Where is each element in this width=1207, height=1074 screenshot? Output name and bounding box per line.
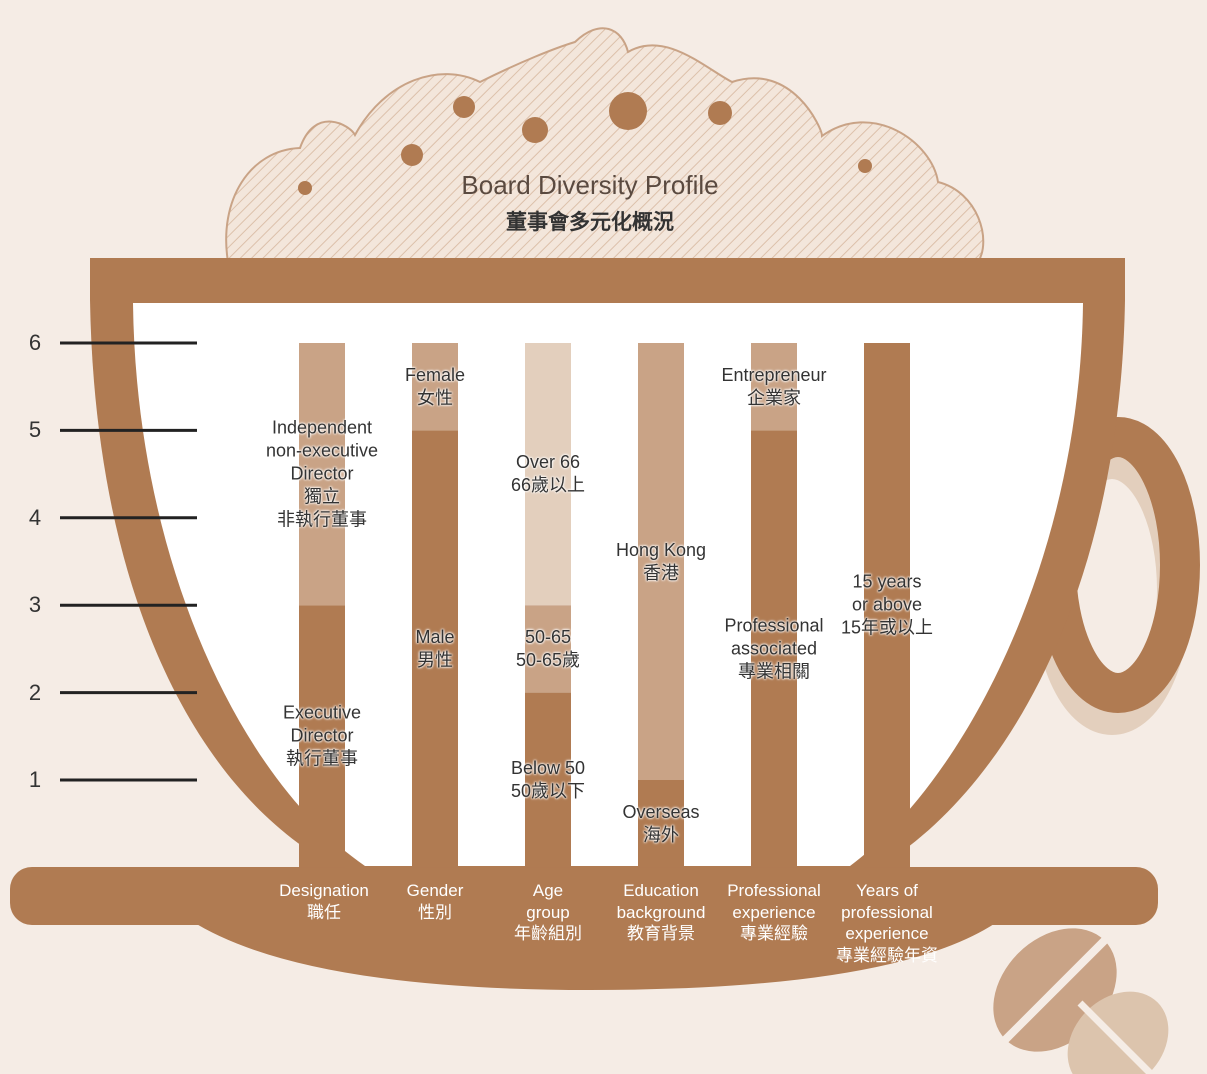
segment-label: 50-65 50-65歲: [515, 626, 581, 670]
bar-segment: [751, 430, 797, 868]
segment-label: Below 50 50歲以下: [510, 758, 586, 801]
category-label: Designation 職任: [279, 881, 369, 922]
bar-segment: [299, 343, 345, 606]
foam-dots: [298, 92, 872, 195]
chart-subtitle: 董事會多元化概況: [506, 210, 674, 234]
y-tick-label: 1: [28, 767, 42, 792]
saucer: [10, 867, 1158, 925]
y-tick-label: 2: [28, 679, 42, 705]
foam: [225, 27, 985, 263]
category-label: Age group 年齡組別: [514, 881, 582, 943]
category-label: Professional experience 專業經驗: [727, 881, 821, 943]
segment-label: Professional associated 專業相關: [724, 615, 824, 682]
bar-segment: [638, 343, 684, 780]
segment-label: 15 years or above 15年或以上: [840, 571, 934, 638]
chart-title: Board Diversity Profile: [461, 170, 718, 200]
bar-segment: [412, 343, 458, 431]
y-tick-label: 6: [28, 330, 42, 355]
bar-segment: [864, 343, 910, 868]
segment-label: Hong Kong 香港: [615, 539, 707, 583]
category-label: Education background 教育背景: [616, 881, 706, 943]
bar-segment: [638, 780, 684, 868]
segment-label: Independent non-executive Director 獨立 非執…: [265, 417, 379, 530]
y-tick-label: 5: [28, 417, 42, 443]
segment-label: Over 66 66歲以上: [510, 452, 586, 496]
bar-segment: [751, 343, 797, 431]
coffee-beans: [993, 928, 1169, 1074]
bar-segment: [412, 430, 458, 868]
y-tick-label: 4: [28, 504, 42, 530]
cup-inside: [133, 303, 1083, 866]
bar-segment: [525, 692, 571, 868]
bar-segment: [525, 343, 571, 606]
bar-segment: [525, 605, 571, 693]
segment-label: Male 男性: [415, 626, 455, 670]
y-tick-label: 3: [28, 592, 42, 618]
segment-label: Overseas 海外: [622, 801, 700, 845]
category-label: Gender 性別: [406, 881, 464, 922]
category-label: Years of professional experience 專業經驗年資: [836, 881, 938, 965]
segment-label: Female 女性: [404, 364, 466, 408]
segment-label: Executive Director 執行董事: [282, 702, 362, 769]
segment-label: Entrepreneur 企業家: [721, 364, 827, 408]
saucer-base: [190, 920, 1000, 990]
bar-segment: [299, 605, 345, 868]
